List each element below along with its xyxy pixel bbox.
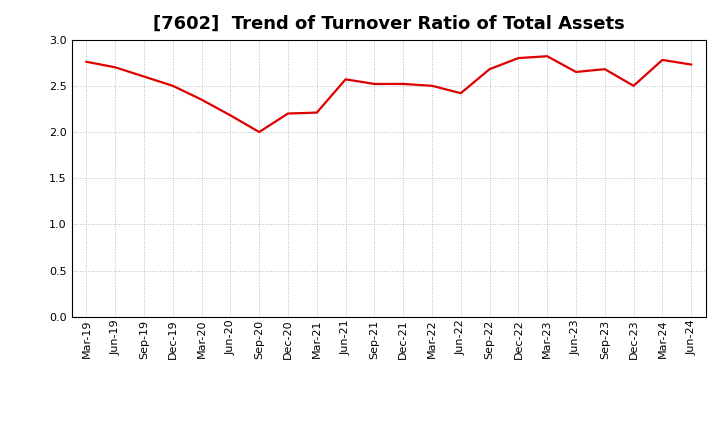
Title: [7602]  Trend of Turnover Ratio of Total Assets: [7602] Trend of Turnover Ratio of Total … xyxy=(153,15,625,33)
